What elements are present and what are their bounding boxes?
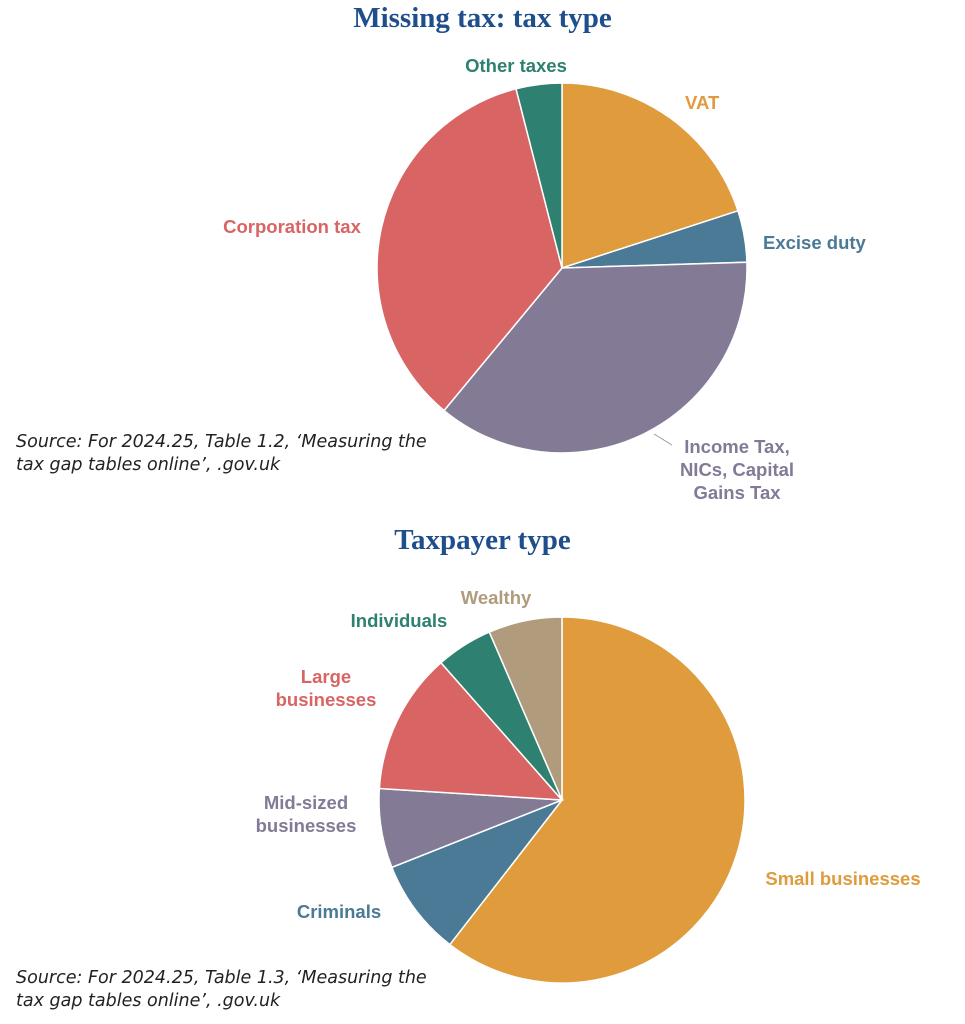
pie-slice-large-businesses (378, 661, 564, 801)
slice-label-other-taxes: Other taxes (465, 55, 567, 76)
pie-slice-criminals (390, 798, 565, 946)
slice-label-individuals: Individuals (351, 610, 448, 631)
slice-label-excise-duty: Excise duty (763, 232, 867, 253)
pie-slice-income-tax-nics-capital-gains-tax (443, 261, 748, 454)
slice-label-corporation-tax: Corporation tax (223, 216, 361, 237)
chart-title-taxpayer-type: Taxpayer type (394, 524, 571, 556)
slice-label-wealthy: Wealthy (461, 587, 532, 608)
slice-label-criminals: Criminals (297, 901, 381, 922)
slice-label-vat: VAT (685, 92, 720, 113)
slice-label-income-tax-nics-capital-gains-tax: Income Tax, NICs, Capital Gains Tax (680, 436, 794, 503)
pie-slice-corporation-tax (376, 87, 563, 412)
source-note-tax-type: Source: For 2024.25, Table 1.2, ‘Measuri… (16, 432, 427, 475)
pie-chart-tax-type: VAT Excise duty Income Tax, NICs, Capital Ga… (223, 55, 867, 503)
pie-slice-wealthy (488, 616, 563, 801)
pie-slice-vat (561, 82, 739, 270)
slice-label-large-businesses: Large businesses (276, 666, 377, 710)
pie-slice-other-taxes (515, 82, 563, 269)
slice-label-mid-sized-businesses: Mid-sized businesses (256, 792, 357, 836)
leader-line-income-tax-nics-capital-gains-tax (653, 433, 673, 446)
slice-label-small-businesses: Small businesses (765, 868, 920, 889)
pie-slice-small-businesses (448, 616, 746, 984)
chart-title-tax-type: Missing tax: tax type (353, 2, 612, 34)
source-note-taxpayer-type: Source: For 2024.25, Table 1.3, ‘Measuri… (16, 968, 427, 1011)
